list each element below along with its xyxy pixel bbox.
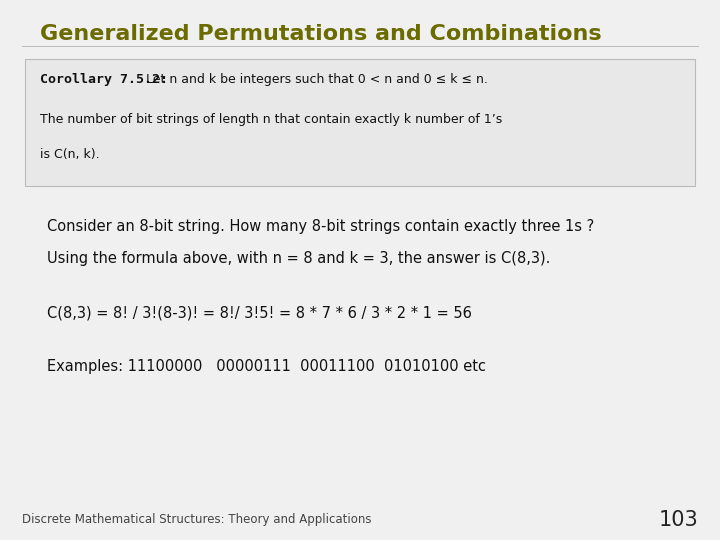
Text: 103: 103 [659, 510, 698, 530]
Text: Discrete Mathematical Structures: Theory and Applications: Discrete Mathematical Structures: Theory… [22, 514, 371, 526]
Text: Examples: 11100000   00000111  00011100  01010100 etc: Examples: 11100000 00000111 00011100 010… [47, 359, 486, 374]
Text: Using the formula above, with n = 8 and k = 3, the answer is C(8,3).: Using the formula above, with n = 8 and … [47, 251, 550, 266]
Text: Generalized Permutations and Combinations: Generalized Permutations and Combination… [40, 24, 601, 44]
Text: is C(n, k).: is C(n, k). [40, 148, 99, 161]
Text: C(8,3) = 8! / 3!(8-3)! = 8!/ 3!5! = 8 * 7 * 6 / 3 * 2 * 1 = 56: C(8,3) = 8! / 3!(8-3)! = 8!/ 3!5! = 8 * … [47, 305, 472, 320]
FancyBboxPatch shape [25, 59, 695, 186]
Text: The number of bit strings of length n that contain exactly k number of 1’s: The number of bit strings of length n th… [40, 113, 502, 126]
Text: Corollary 7.5.2:: Corollary 7.5.2: [40, 73, 168, 86]
Text: Consider an 8-bit string. How many 8-bit strings contain exactly three 1s ?: Consider an 8-bit string. How many 8-bit… [47, 219, 594, 234]
Text: Let n and k be integers such that 0 < n and 0 ≤ k ≤ n.: Let n and k be integers such that 0 < n … [146, 73, 488, 86]
